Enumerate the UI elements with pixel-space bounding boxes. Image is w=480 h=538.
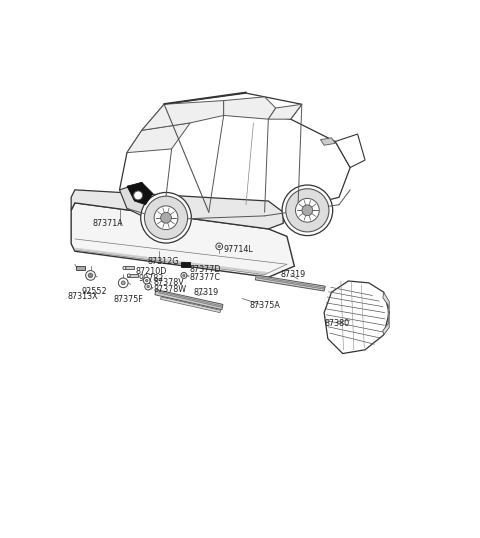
- Polygon shape: [127, 182, 153, 205]
- Circle shape: [127, 274, 130, 277]
- Polygon shape: [158, 292, 223, 307]
- Text: 87319: 87319: [281, 270, 306, 279]
- Text: 92552: 92552: [82, 287, 107, 295]
- Polygon shape: [71, 190, 283, 229]
- Text: 87375A: 87375A: [250, 301, 281, 310]
- Circle shape: [154, 206, 178, 230]
- FancyBboxPatch shape: [76, 266, 85, 270]
- Circle shape: [144, 277, 150, 284]
- Polygon shape: [75, 248, 268, 274]
- Polygon shape: [335, 134, 365, 167]
- Circle shape: [144, 196, 188, 239]
- Polygon shape: [268, 104, 302, 119]
- Circle shape: [218, 245, 220, 247]
- Circle shape: [141, 193, 192, 243]
- Text: 87377C: 87377C: [189, 273, 220, 282]
- Circle shape: [85, 271, 96, 280]
- Text: 87377D: 87377D: [189, 265, 221, 274]
- Circle shape: [302, 205, 313, 216]
- Polygon shape: [383, 292, 389, 335]
- Polygon shape: [257, 277, 325, 289]
- Text: 87371A: 87371A: [93, 219, 123, 228]
- Circle shape: [216, 243, 223, 250]
- Text: 87319: 87319: [194, 288, 219, 298]
- Text: 87380: 87380: [324, 319, 349, 328]
- Polygon shape: [127, 123, 190, 153]
- Polygon shape: [142, 101, 224, 130]
- Polygon shape: [120, 182, 153, 216]
- Text: 87313X: 87313X: [67, 293, 98, 301]
- Circle shape: [286, 189, 329, 232]
- FancyBboxPatch shape: [123, 266, 134, 270]
- Polygon shape: [120, 108, 350, 216]
- Circle shape: [296, 199, 319, 222]
- Circle shape: [123, 266, 126, 270]
- Text: 90782: 90782: [138, 273, 164, 282]
- Circle shape: [119, 278, 128, 288]
- Polygon shape: [224, 97, 276, 119]
- Circle shape: [133, 191, 143, 200]
- Circle shape: [147, 286, 149, 288]
- Text: 97714L: 97714L: [224, 245, 253, 254]
- Polygon shape: [321, 138, 335, 145]
- Circle shape: [145, 283, 152, 290]
- Polygon shape: [142, 93, 302, 130]
- Text: 87378V: 87378V: [154, 278, 184, 287]
- Circle shape: [145, 280, 148, 282]
- Polygon shape: [324, 281, 389, 353]
- FancyBboxPatch shape: [181, 261, 190, 267]
- Text: 87312G: 87312G: [147, 257, 179, 266]
- Polygon shape: [71, 203, 294, 277]
- Circle shape: [121, 281, 125, 285]
- Text: 87378W: 87378W: [154, 285, 187, 294]
- Circle shape: [282, 185, 333, 236]
- Text: 87375F: 87375F: [113, 295, 143, 305]
- Polygon shape: [155, 289, 223, 310]
- Circle shape: [183, 274, 185, 277]
- Circle shape: [161, 213, 171, 223]
- Polygon shape: [255, 275, 325, 291]
- Circle shape: [88, 273, 93, 278]
- Text: 87210D: 87210D: [135, 267, 167, 276]
- FancyBboxPatch shape: [127, 273, 138, 277]
- Circle shape: [181, 272, 187, 278]
- Polygon shape: [160, 297, 221, 313]
